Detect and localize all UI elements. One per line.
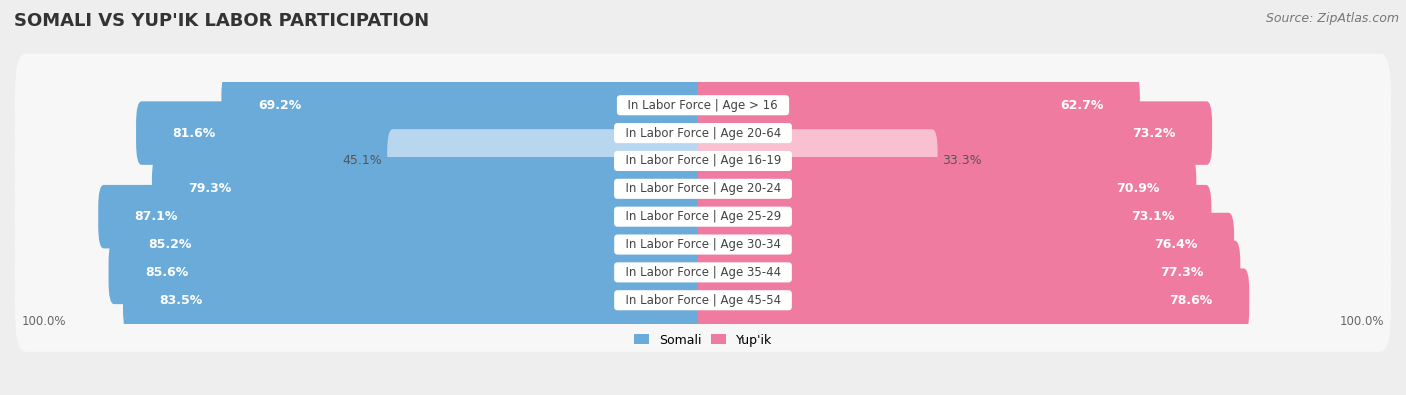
Text: 85.6%: 85.6% bbox=[145, 266, 188, 279]
Text: 78.6%: 78.6% bbox=[1170, 294, 1213, 307]
Text: In Labor Force | Age 45-54: In Labor Force | Age 45-54 bbox=[617, 294, 789, 307]
Text: 33.3%: 33.3% bbox=[942, 154, 981, 167]
Text: 100.0%: 100.0% bbox=[22, 315, 66, 328]
FancyBboxPatch shape bbox=[697, 129, 938, 193]
FancyBboxPatch shape bbox=[122, 269, 709, 332]
FancyBboxPatch shape bbox=[697, 269, 1250, 332]
FancyBboxPatch shape bbox=[15, 81, 1391, 184]
FancyBboxPatch shape bbox=[387, 129, 709, 193]
FancyBboxPatch shape bbox=[697, 157, 1197, 220]
Text: 73.1%: 73.1% bbox=[1132, 210, 1175, 223]
Text: In Labor Force | Age 20-64: In Labor Force | Age 20-64 bbox=[617, 126, 789, 139]
Text: 79.3%: 79.3% bbox=[188, 182, 232, 195]
Text: In Labor Force | Age 35-44: In Labor Force | Age 35-44 bbox=[617, 266, 789, 279]
Text: In Labor Force | Age 20-24: In Labor Force | Age 20-24 bbox=[617, 182, 789, 195]
FancyBboxPatch shape bbox=[15, 249, 1391, 352]
Text: 76.4%: 76.4% bbox=[1154, 238, 1198, 251]
FancyBboxPatch shape bbox=[697, 185, 1212, 248]
Text: In Labor Force | Age 30-34: In Labor Force | Age 30-34 bbox=[617, 238, 789, 251]
Text: In Labor Force | Age 16-19: In Labor Force | Age 16-19 bbox=[617, 154, 789, 167]
Text: 81.6%: 81.6% bbox=[173, 126, 215, 139]
FancyBboxPatch shape bbox=[15, 221, 1391, 324]
Text: 100.0%: 100.0% bbox=[1340, 315, 1384, 328]
Text: 70.9%: 70.9% bbox=[1116, 182, 1160, 195]
FancyBboxPatch shape bbox=[15, 109, 1391, 213]
Text: 62.7%: 62.7% bbox=[1060, 99, 1104, 112]
FancyBboxPatch shape bbox=[15, 193, 1391, 296]
FancyBboxPatch shape bbox=[108, 241, 709, 304]
FancyBboxPatch shape bbox=[98, 185, 709, 248]
Text: Source: ZipAtlas.com: Source: ZipAtlas.com bbox=[1265, 12, 1399, 25]
Text: 85.2%: 85.2% bbox=[148, 238, 191, 251]
Text: 83.5%: 83.5% bbox=[159, 294, 202, 307]
FancyBboxPatch shape bbox=[15, 165, 1391, 268]
FancyBboxPatch shape bbox=[697, 213, 1234, 276]
Text: 87.1%: 87.1% bbox=[135, 210, 179, 223]
Text: 73.2%: 73.2% bbox=[1132, 126, 1175, 139]
FancyBboxPatch shape bbox=[697, 102, 1212, 165]
FancyBboxPatch shape bbox=[136, 102, 709, 165]
FancyBboxPatch shape bbox=[15, 54, 1391, 157]
FancyBboxPatch shape bbox=[697, 73, 1140, 137]
FancyBboxPatch shape bbox=[221, 73, 709, 137]
FancyBboxPatch shape bbox=[697, 241, 1240, 304]
Text: In Labor Force | Age 25-29: In Labor Force | Age 25-29 bbox=[617, 210, 789, 223]
FancyBboxPatch shape bbox=[111, 213, 709, 276]
Text: 69.2%: 69.2% bbox=[257, 99, 301, 112]
Text: 45.1%: 45.1% bbox=[343, 154, 382, 167]
FancyBboxPatch shape bbox=[152, 157, 709, 220]
Text: SOMALI VS YUP'IK LABOR PARTICIPATION: SOMALI VS YUP'IK LABOR PARTICIPATION bbox=[14, 12, 429, 30]
Text: In Labor Force | Age > 16: In Labor Force | Age > 16 bbox=[620, 99, 786, 112]
Text: 77.3%: 77.3% bbox=[1160, 266, 1204, 279]
FancyBboxPatch shape bbox=[15, 137, 1391, 240]
Legend: Somali, Yup'ik: Somali, Yup'ik bbox=[628, 329, 778, 352]
